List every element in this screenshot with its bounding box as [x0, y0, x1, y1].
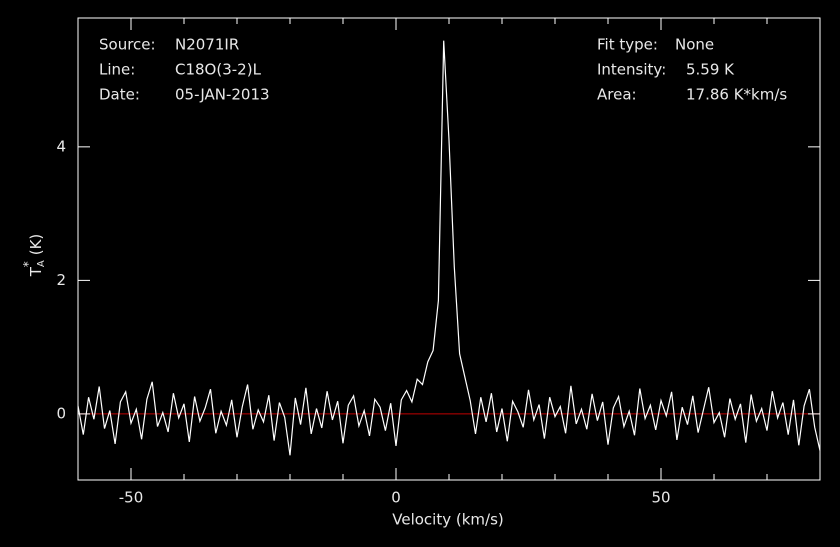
- x-axis-label: Velocity (km/s): [392, 511, 503, 529]
- y-tick-label: 0: [56, 404, 66, 422]
- annotation-label: Line:: [99, 61, 135, 79]
- y-axis-label: TA*(K): [21, 234, 48, 278]
- annotation-value: C18O(3-2)L: [175, 61, 262, 79]
- annotation-label: Intensity:: [597, 61, 666, 79]
- x-tick-label: -50: [119, 489, 144, 507]
- annotation-value: 05-JAN-2013: [175, 86, 270, 104]
- annotation-value: 5.59 K: [686, 61, 735, 79]
- annotation-value: 17.86 K*km/s: [686, 86, 787, 104]
- x-tick-label: 0: [391, 489, 401, 507]
- spectrum-line: [77, 40, 821, 456]
- annotation-label: Source:: [99, 36, 156, 54]
- y-tick-label: 2: [56, 271, 66, 289]
- annotation-value: None: [675, 36, 714, 54]
- annotation-label: Date:: [99, 86, 140, 104]
- x-tick-label: 50: [651, 489, 670, 507]
- annotation-value: N2071IR: [175, 36, 239, 54]
- annotation-label: Area:: [597, 86, 637, 104]
- y-tick-label: 4: [56, 137, 66, 155]
- annotation-label: Fit type:: [597, 36, 658, 54]
